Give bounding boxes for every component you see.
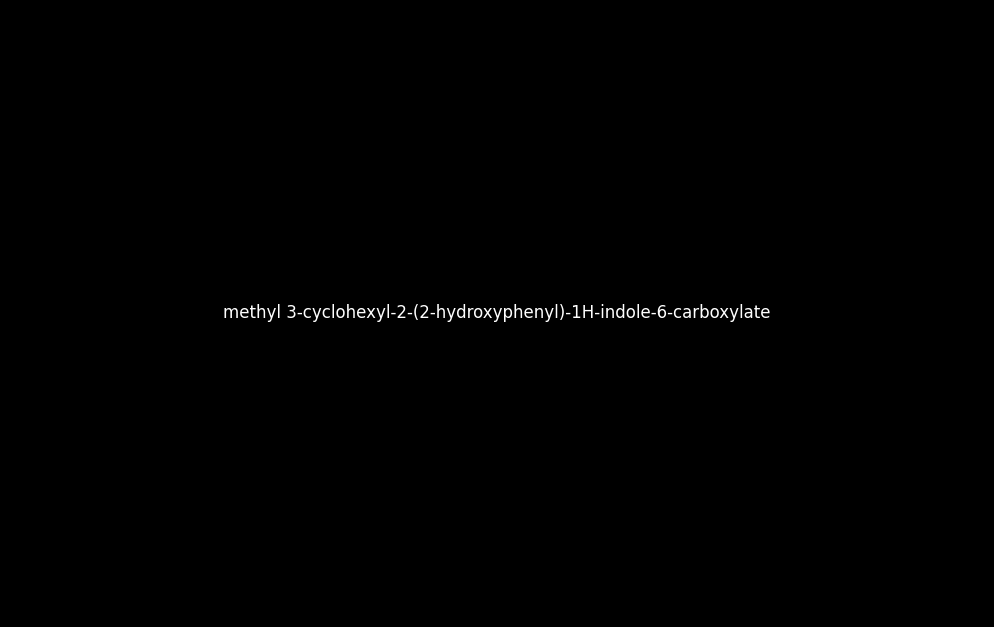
Text: methyl 3-cyclohexyl-2-(2-hydroxyphenyl)-1H-indole-6-carboxylate: methyl 3-cyclohexyl-2-(2-hydroxyphenyl)-… (224, 305, 770, 322)
